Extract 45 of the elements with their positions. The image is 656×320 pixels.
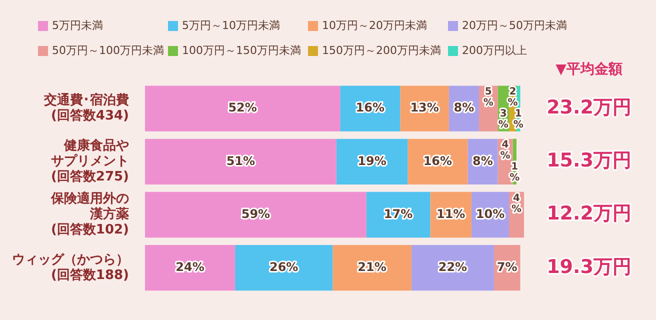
legend-label: 50万円～100万円未満 xyxy=(52,43,164,58)
text: 23.2万円 xyxy=(546,96,632,118)
data-label: 52% xyxy=(228,100,257,115)
data-label: 24% xyxy=(176,260,204,274)
text: 19.3万円 xyxy=(546,256,632,278)
text: ▼平均金額 xyxy=(556,60,622,78)
data-label: 22% xyxy=(438,260,468,274)
data-label: 13% xyxy=(410,100,439,115)
data-label: 19% xyxy=(358,154,386,168)
data-label: 8% xyxy=(454,100,474,115)
bar xyxy=(145,245,236,291)
bar xyxy=(145,138,336,184)
bar xyxy=(235,245,333,291)
bar xyxy=(332,245,412,291)
y-tick-label: 交通費･宿泊費(回答数434) xyxy=(43,92,129,124)
data-label: 4% xyxy=(511,192,522,215)
text: 15.3万円 xyxy=(546,150,632,172)
data-label: 51% xyxy=(226,154,256,168)
data-label: 21% xyxy=(358,260,386,274)
legend-label: 5万円～10万円未満 xyxy=(182,18,280,33)
data-label: 16% xyxy=(423,154,452,168)
y-tick-label: ウィッグ（かつら）(回答数188) xyxy=(12,252,129,284)
text: 12.2万円 xyxy=(546,202,632,225)
bar xyxy=(145,86,340,132)
data-label: 7% xyxy=(496,260,518,274)
legend-label: 200万円以上 xyxy=(462,43,527,58)
data-label: 3% xyxy=(498,108,508,131)
y-tick-label: 保険適用外の漢方薬(回答数102) xyxy=(50,190,129,238)
bar xyxy=(145,192,366,238)
data-label: 26% xyxy=(269,260,298,274)
data-label: 17% xyxy=(384,206,413,221)
data-label: 4% xyxy=(500,140,510,162)
y-tick-label: 健康食品やサプリメント(回答数275) xyxy=(50,137,129,185)
legend-label: 20万円～50万円未満 xyxy=(462,18,567,33)
data-label: 10% xyxy=(476,206,505,221)
data-label: 11% xyxy=(436,206,466,221)
data-label: 8% xyxy=(472,154,493,168)
bar xyxy=(411,245,494,291)
data-label: 59% xyxy=(241,206,270,221)
data-label: 16% xyxy=(356,100,385,115)
legend-label: 10万円～20万円未満 xyxy=(322,18,427,33)
legend-label: 100万円～150万円未満 xyxy=(182,43,301,58)
legend-label: 5万円未満 xyxy=(52,18,103,33)
legend-label: 150万円～200万円未満 xyxy=(322,43,441,58)
data-label: 5% xyxy=(483,86,494,109)
